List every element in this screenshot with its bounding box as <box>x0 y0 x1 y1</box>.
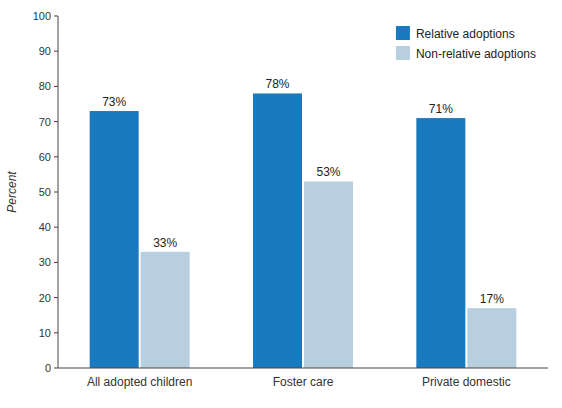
data-label: 73% <box>102 95 126 109</box>
y-tick <box>54 368 58 369</box>
bar <box>467 308 516 368</box>
y-tick-label: 10 <box>39 327 51 339</box>
x-tick-label: All adopted children <box>87 375 192 389</box>
legend-box <box>388 16 544 70</box>
y-tick <box>54 156 58 157</box>
y-tick <box>54 262 58 263</box>
y-tick-label: 100 <box>33 10 51 22</box>
y-tick-label: 80 <box>39 80 51 92</box>
data-label: 71% <box>429 102 453 116</box>
y-tick-label: 0 <box>45 362 51 374</box>
axes: 0 10 20 30 40 50 60 70 80 90 100 All adopted childr… <box>33 10 548 389</box>
data-label: 33% <box>153 236 177 250</box>
legend-label: Relative adoptions <box>416 27 515 41</box>
y-tick-label: 40 <box>39 221 51 233</box>
y-tick <box>54 297 58 298</box>
bars <box>90 93 517 368</box>
x-tick-label: Private domestic <box>422 375 511 389</box>
legend-swatch <box>396 26 410 40</box>
y-tick <box>54 227 58 228</box>
y-tick <box>54 86 58 87</box>
bar <box>253 93 302 368</box>
x-tick-label: Foster care <box>273 375 334 389</box>
data-label: 78% <box>265 77 289 91</box>
y-tick <box>54 121 58 122</box>
data-labels: 73% 78% 71% 33% 53% 17% <box>102 77 504 306</box>
bar <box>141 252 190 368</box>
y-axis-label: Percent <box>5 171 19 213</box>
legend-label: Non-relative adoptions <box>416 47 536 61</box>
x-axis-line <box>58 368 548 369</box>
y-tick <box>54 192 58 193</box>
bar <box>416 118 465 368</box>
chart: 73% 78% 71% 33% 53% 17% 0 10 20 30 40 50 60 70 80 90 100… <box>0 0 562 408</box>
y-tick-label: 50 <box>39 186 51 198</box>
y-tick <box>54 51 58 52</box>
data-label: 53% <box>316 165 340 179</box>
y-tick-label: 30 <box>39 256 51 268</box>
y-tick-label: 90 <box>39 45 51 57</box>
y-tick <box>54 16 58 17</box>
bar <box>304 181 353 368</box>
legend-swatch <box>396 46 410 60</box>
data-label: 17% <box>480 292 504 306</box>
legend: Relative adoptions Non-relative adoptions <box>388 16 544 70</box>
y-tick-label: 70 <box>39 116 51 128</box>
y-tick <box>54 332 58 333</box>
y-tick-label: 60 <box>39 151 51 163</box>
chart-container: 73% 78% 71% 33% 53% 17% 0 10 20 30 40 50 60 70 80 90 100… <box>0 0 562 408</box>
y-tick-label: 20 <box>39 292 51 304</box>
bar <box>90 111 139 368</box>
